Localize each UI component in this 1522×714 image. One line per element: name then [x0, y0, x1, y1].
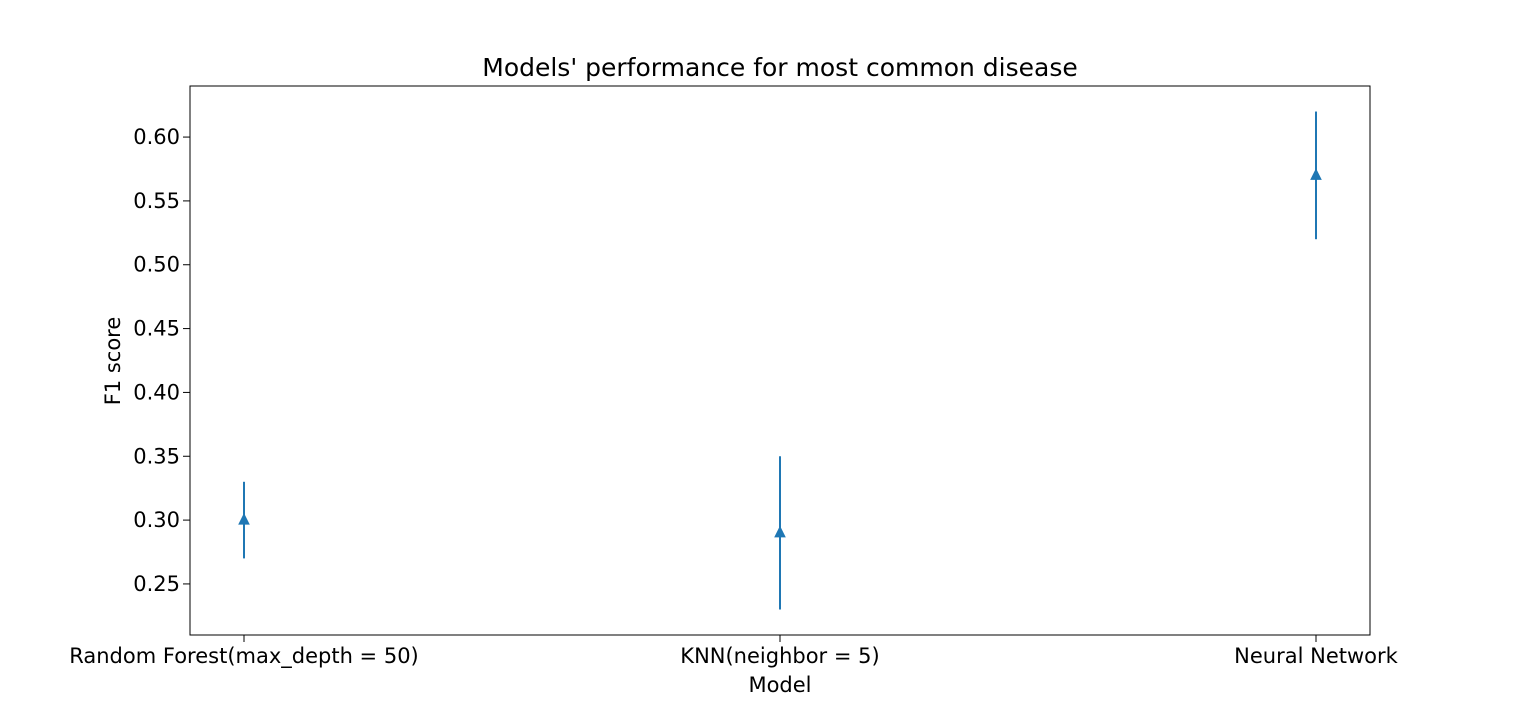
y-axis-label: F1 score [101, 317, 125, 406]
x-tick-label: KNN(neighbor = 5) [680, 644, 879, 668]
x-tick-label: Random Forest(max_depth = 50) [69, 644, 419, 669]
y-tick-label: 0.55 [133, 189, 180, 213]
y-tick-label: 0.50 [133, 253, 180, 277]
y-tick-label: 0.60 [133, 125, 180, 149]
x-axis-label: Model [748, 673, 811, 697]
y-tick-label: 0.40 [133, 380, 180, 404]
y-axis-ticks: 0.25 0.30 0.35 0.40 0.45 0.50 0.55 0.60 [133, 125, 190, 596]
chart-title: Models' performance for most common dise… [482, 53, 1077, 82]
x-axis-ticks: Random Forest(max_depth = 50) KNN(neighbo… [69, 635, 1399, 669]
y-tick-label: 0.35 [133, 444, 180, 468]
x-tick-label: Neural Network [1234, 644, 1398, 668]
y-tick-label: 0.30 [133, 508, 180, 532]
y-tick-label: 0.45 [133, 317, 180, 341]
data-point-marker [774, 525, 786, 538]
data-marks [238, 111, 1322, 610]
data-point-marker [238, 512, 250, 525]
y-tick-label: 0.25 [133, 572, 180, 596]
data-point-marker [1310, 168, 1322, 180]
